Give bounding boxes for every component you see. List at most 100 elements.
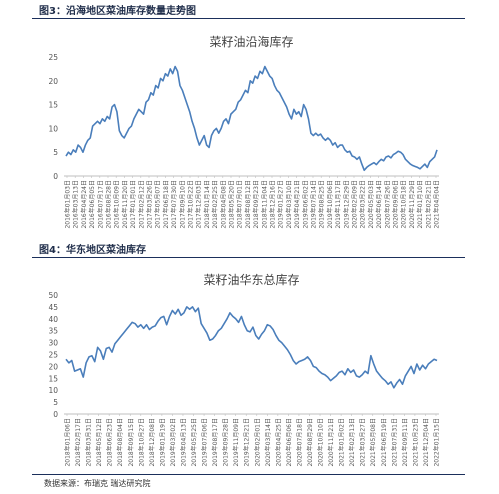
x-tick-label: 2018年10月27日 xyxy=(137,418,145,467)
x-tick-label: 2018年02月17日 xyxy=(74,418,82,467)
x-tick-label: 2019年11月17日 xyxy=(334,180,342,229)
x-tick-label: 2019年04月13日 xyxy=(179,418,187,467)
x-tick-label: 2020年07月18日 xyxy=(295,418,303,467)
x-tick-label: 2021年07月31日 xyxy=(390,418,398,467)
y-tick-label: 25 xyxy=(48,53,58,62)
x-tick-label: 2020年03月14日 xyxy=(264,418,272,467)
x-tick-label: 2018年09月23日 xyxy=(252,180,260,229)
y-tick-label: 0 xyxy=(53,172,58,181)
x-tick-label: 2016年07月17日 xyxy=(96,180,104,229)
chart-title: 菜籽油华东总库存 xyxy=(203,272,299,287)
x-tick-label: 2021年01月10日 xyxy=(416,180,424,229)
x-tick-label: 2018年11月04日 xyxy=(260,180,268,229)
y-tick-label: 45 xyxy=(48,303,58,312)
x-tick-label: 2020年02月09日 xyxy=(351,180,359,229)
x-tick-label: 2020年09月06日 xyxy=(392,180,400,229)
y-tick-label: 10 xyxy=(48,386,58,395)
series-line xyxy=(65,306,438,389)
x-tick-label: 2019年12月21日 xyxy=(243,418,251,467)
x-tick-label: 2020年06月14日 xyxy=(375,180,383,229)
x-tick-label: 2020年10月18日 xyxy=(400,180,408,229)
x-tick-label: 2021年02月13日 xyxy=(348,418,356,467)
caption-rule-top xyxy=(32,18,465,19)
y-tick-label: 5 xyxy=(53,398,58,407)
x-tick-label: 2017年02月12日 xyxy=(137,180,145,229)
chart-panel-east-china: 菜籽油华东总库存 0 5 10 15 20 25 30 35 40 45 50 2018年01月06日 2… xyxy=(36,262,456,472)
y-tick-label: 50 xyxy=(48,291,58,300)
chart-panel-coastal: 菜籽油沿海库存 0 5 10 15 20 25 2016年01月03日 2016年03月13日 2… xyxy=(36,24,456,234)
x-tick-label: 2016年10月09日 xyxy=(113,180,121,229)
x-tick-label: 2018年04月08日 xyxy=(219,180,227,229)
figure4-caption: 图4：华东地区菜油库存 xyxy=(39,245,146,256)
x-tick-label: 2017年07月30日 xyxy=(170,180,178,229)
x-tick-label: 2021年09月11日 xyxy=(401,418,409,467)
x-tick-label: 2017年01月01日 xyxy=(129,180,137,229)
y-tick-label: 20 xyxy=(48,77,58,86)
y-tick-label: 15 xyxy=(48,101,58,110)
x-tick-label: 2019年11月09日 xyxy=(232,418,240,467)
x-tick-label: 2019年07月14日 xyxy=(310,180,318,229)
x-tick-label: 2020年07月26日 xyxy=(383,180,391,229)
x-tick-label: 2016年03月13日 xyxy=(72,180,80,229)
x-tick-label: 2019年03月02日 xyxy=(169,418,177,467)
series-line xyxy=(65,65,438,172)
x-tick-label: 2021年02月21日 xyxy=(424,180,432,229)
x-tick-label: 2016年01月03日 xyxy=(64,180,72,229)
x-tick-label: 2016年04月24日 xyxy=(80,180,88,229)
x-tick-label: 2019年01月19日 xyxy=(158,418,166,467)
y-tick-label: 25 xyxy=(48,351,58,360)
x-tick-label: 2018年12月08日 xyxy=(148,418,156,467)
x-tick-label: 2020年08月29日 xyxy=(306,418,314,467)
x-tick-label: 2016年08月28日 xyxy=(105,180,113,229)
caption-rule-bottom xyxy=(32,474,465,475)
x-tick-label: 2018年05月12日 xyxy=(95,418,103,467)
x-tick-label: 2017年06月18日 xyxy=(162,180,170,229)
x-tick-label: 2017年10月22日 xyxy=(187,180,195,229)
y-tick-label: 5 xyxy=(53,148,58,157)
x-tick-label: 2020年06月06日 xyxy=(285,418,293,467)
x-tick-label: 2018年02月25日 xyxy=(211,180,219,229)
x-tick-label: 2017年12月03日 xyxy=(195,180,203,229)
x-tick-label: 2018年06月23日 xyxy=(106,418,114,467)
x-tick-label: 2019年05月25日 xyxy=(190,418,198,467)
x-tick-label: 2017年05月07日 xyxy=(154,180,162,229)
x-tick-label: 2022年01月15日 xyxy=(433,418,441,467)
x-tick-label: 2019年09月28日 xyxy=(222,418,230,467)
x-tick-label: 2020年05月03日 xyxy=(367,180,375,229)
y-tick-label: 20 xyxy=(48,362,58,371)
chart-title: 菜籽油沿海库存 xyxy=(209,34,293,49)
caption-rule-middle xyxy=(32,257,465,258)
x-tick-label: 2017年09月10日 xyxy=(178,180,186,229)
y-tick-label: 10 xyxy=(48,124,58,133)
x-tick-label: 2016年06月05日 xyxy=(88,180,96,229)
x-tick-label: 2018年05月20日 xyxy=(228,180,236,229)
x-tick-label: 2019年12月29日 xyxy=(342,180,350,229)
x-tick-label: 2018年01月14日 xyxy=(203,180,211,229)
x-tick-label: 2018年09月15日 xyxy=(127,418,135,467)
x-tick-label: 2019年01月27日 xyxy=(277,180,285,229)
x-tick-label: 2020年03月22日 xyxy=(359,180,367,229)
x-tick-label: 2019年04月21日 xyxy=(293,180,301,229)
x-tick-label: 2018年07月01日 xyxy=(236,180,244,229)
x-tick-label: 2021年05月08日 xyxy=(369,418,377,467)
x-tick-label: 2019年08月17日 xyxy=(211,418,219,467)
x-tick-label: 2020年11月21日 xyxy=(327,418,335,467)
x-tick-label: 2021年10月23日 xyxy=(411,418,419,467)
x-tick-label: 2021年12月04日 xyxy=(422,418,430,467)
x-tick-label: 2020年02月01日 xyxy=(253,418,261,467)
x-tick-label: 2019年08月25日 xyxy=(318,180,326,229)
x-tick-label: 2020年04月25日 xyxy=(274,418,282,467)
x-tick-label: 2018年08月04日 xyxy=(116,418,124,467)
x-tick-label: 2021年03月27日 xyxy=(359,418,367,467)
y-tick-label: 30 xyxy=(48,339,58,348)
y-tick-label: 40 xyxy=(48,315,58,324)
x-tick-label: 2019年07月06日 xyxy=(201,418,209,467)
x-tick-label: 2019年06月02日 xyxy=(301,180,309,229)
x-tick-label: 2019年03月10日 xyxy=(285,180,293,229)
x-tick-label: 2018年01月06日 xyxy=(64,418,72,467)
x-tick-label: 2021年06月19日 xyxy=(380,418,388,467)
y-tick-label: 35 xyxy=(48,327,58,336)
x-tick-label: 2021年04月04日 xyxy=(433,180,441,229)
